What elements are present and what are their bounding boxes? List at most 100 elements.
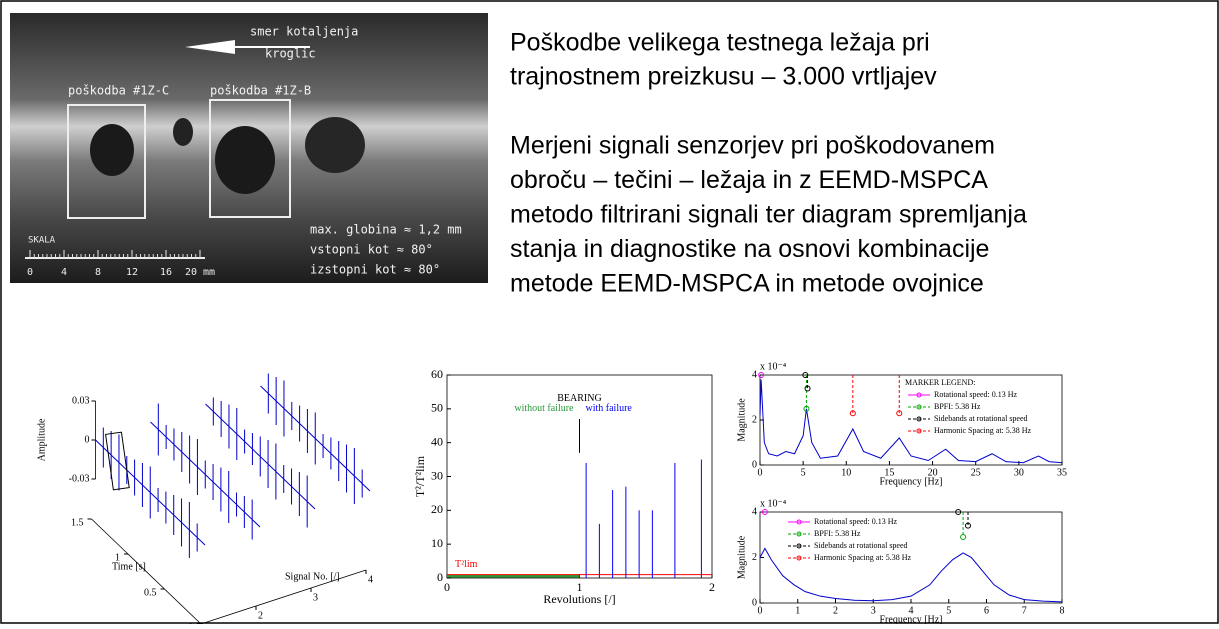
z-tick-label: 0 (85, 434, 90, 445)
x-tick-label: 30 (1014, 467, 1024, 478)
z-tick-label: 0.03 (72, 395, 90, 406)
scale-tick-label: 12 (126, 267, 138, 278)
marker (955, 509, 962, 515)
y-tick-label: 1.5 (71, 517, 84, 528)
measurement: vstopni kot ≈ 80° (310, 243, 433, 257)
legend-entry: Sidebands at rotational speed (814, 541, 908, 550)
paragraph-line: stanja in diagnostike na osnovi kombinac… (510, 235, 989, 263)
legend-entry: Harmonic Spacing at: 5.38 Hz (814, 553, 912, 562)
x-tick-label: 0 (758, 605, 763, 616)
damage-spot (173, 118, 193, 146)
damage-spot (90, 124, 134, 176)
x-tick-label: 15 (884, 467, 894, 478)
scale-tick-label: 8 (95, 267, 101, 278)
legend-marker (796, 555, 802, 561)
x-tick-label: 2 (833, 605, 838, 616)
x-tick-label: 35 (1057, 467, 1067, 478)
x-tick-label: 6 (984, 605, 989, 616)
paragraph-line: metodo filtrirani signali ter diagram sp… (510, 201, 1027, 229)
scale-tick-label: 4 (61, 267, 67, 278)
x-tick-label: 4 (368, 574, 373, 585)
measurement: izstopni kot ≈ 80° (310, 263, 440, 277)
legend-marker (796, 519, 802, 525)
x-axis-label: Signal No. [/] (285, 571, 340, 582)
marker (761, 509, 768, 515)
marker (965, 522, 972, 529)
y-tick-label: 4 (752, 369, 757, 380)
damage-box (209, 99, 291, 218)
y-tick-label: 1 (115, 552, 120, 563)
x-tick-label: 3 (871, 605, 876, 616)
y-tick-label: 30 (431, 468, 443, 482)
x-tick-label: 0 (758, 467, 763, 478)
multiplier: x 10⁻⁴ (760, 498, 787, 509)
marker (804, 385, 811, 392)
marker (896, 410, 903, 417)
axis-line (91, 518, 202, 625)
waveform (260, 373, 371, 504)
marker (803, 405, 810, 412)
y-tick-label: 2 (752, 552, 757, 563)
y-axis-label: Magnitude (736, 535, 747, 579)
x-tick-label: 7 (1022, 605, 1027, 616)
y-tick-label: 60 (431, 367, 443, 381)
heading-line: Poškodbe velikega testnega ležaja pri (510, 29, 930, 57)
scale-tick-label: 16 (160, 267, 172, 278)
y-axis-label: Magnitude (736, 398, 747, 442)
y-axis-label: T²/T²lim (413, 455, 427, 497)
heading-line: trajnostnem preizkusu – 3.000 vrtljajev (510, 63, 937, 91)
legend-marker (916, 428, 922, 434)
spectrum-line (759, 547, 1063, 603)
x-axis-label: Frequency [Hz] (879, 614, 942, 624)
y-tick-label: 20 (431, 502, 443, 516)
annotation: without failure (514, 403, 574, 414)
spectrum-line (759, 379, 1063, 464)
x-axis-label: Frequency [Hz] (879, 476, 942, 487)
y-axis-label: Time [s] (112, 561, 146, 572)
x-tick-label: 2 (258, 610, 263, 621)
y-tick-label: 0 (752, 459, 757, 470)
legend-title: MARKER LEGEND: (905, 378, 975, 387)
x-tick-label: 0 (444, 580, 450, 594)
scale-tick-label: 0 (27, 267, 33, 278)
axis-line (200, 569, 367, 625)
x-tick-label: 8 (1060, 605, 1065, 616)
legend-marker (916, 392, 922, 398)
legend-entry: Harmonic Spacing at: 5.38 Hz (934, 426, 1032, 435)
y-tick-label: 0.5 (144, 587, 157, 598)
marker (849, 410, 856, 417)
damage-label: poškodba #1Z-C (68, 84, 169, 98)
legend-entry: BPFI: 5.38 Hz (934, 402, 981, 411)
x-tick-label: 1 (577, 580, 583, 594)
x-tick-label: 10 (841, 467, 851, 478)
x-tick-label: 5 (801, 467, 806, 478)
x-tick-label: 25 (971, 467, 981, 478)
y-tick-label: 10 (431, 536, 443, 550)
z-tick-label: -0.03 (69, 473, 90, 484)
scale-title: SKALA (28, 236, 56, 246)
paragraph-line: obroču – tečini – ležaja in z EEMD-MSPCA (510, 166, 988, 194)
waveform (150, 403, 261, 540)
y-tick-label: 2 (752, 414, 757, 425)
direction-label: kroglic (265, 47, 316, 61)
x-tick-label: 20 (928, 467, 938, 478)
x-tick-label: 4 (909, 605, 914, 616)
marker (758, 372, 765, 378)
damage-spot (305, 117, 365, 173)
direction-label: smer kotaljenja (250, 25, 358, 39)
legend-entry: Sidebands at rotational speed (934, 414, 1028, 423)
scale-tick-label: 20 mm (185, 267, 215, 278)
paragraph-line: metode EEMD-MSPCA in metode ovojnice (510, 270, 984, 298)
annotation: BEARING (557, 393, 601, 404)
x-tick-label: 5 (946, 605, 951, 616)
legend-entry: Rotational speed: 0.13 Hz (814, 517, 898, 526)
limit-label: T²lim (455, 559, 478, 570)
legend-marker (916, 416, 922, 422)
measurement: max. globina ≈ 1,2 mm (310, 223, 462, 237)
waveform (205, 397, 316, 528)
y-tick-label: 50 (431, 401, 443, 415)
photo (10, 13, 488, 283)
z-axis-label: Amplitude (36, 418, 47, 461)
y-tick-label: 0 (437, 570, 443, 584)
